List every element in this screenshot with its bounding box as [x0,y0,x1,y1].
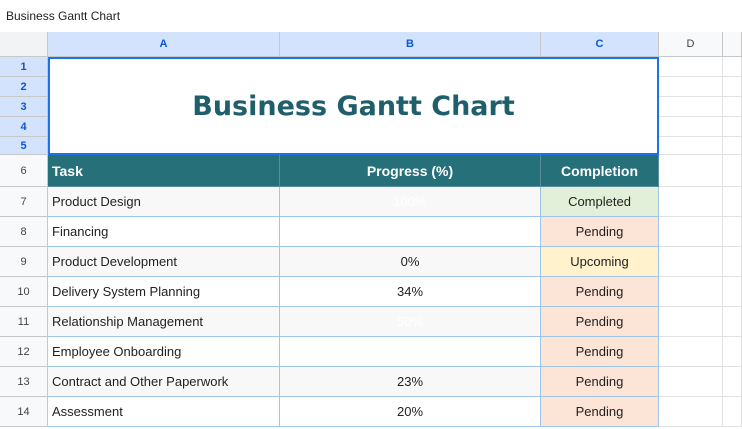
status-cell[interactable]: Upcoming [541,247,659,277]
status-cell[interactable]: Pending [541,337,659,367]
progress-cell[interactable]: 20% [280,397,541,427]
status-cell[interactable]: Pending [541,277,659,307]
task-cell[interactable]: Employee Onboarding [48,337,280,367]
cell[interactable] [659,367,723,397]
column-header[interactable]: C [541,32,659,57]
progress-cell[interactable]: 23% [280,367,541,397]
task-cell[interactable]: Contract and Other Paperwork [48,367,280,397]
cell[interactable] [723,57,742,77]
cell[interactable] [723,307,742,337]
cell[interactable] [723,155,742,187]
cell[interactable] [723,117,742,137]
table-header[interactable]: Task [48,155,280,187]
cell[interactable] [723,247,742,277]
progress-cell[interactable]: 34% [280,277,541,307]
status-cell[interactable]: Pending [541,307,659,337]
row-header[interactable]: 3 [0,97,48,117]
task-cell[interactable]: Financing [48,217,280,247]
progress-cell[interactable]: 100% [280,187,541,217]
cell[interactable] [723,397,742,427]
cell[interactable] [659,97,723,117]
progress-cell[interactable]: 0% [280,247,541,277]
status-cell[interactable]: Completed [541,187,659,217]
progress-cell[interactable] [280,337,541,367]
cell[interactable] [723,187,742,217]
task-cell[interactable]: Product Design [48,187,280,217]
cell[interactable] [659,307,723,337]
cell[interactable] [659,217,723,247]
cell[interactable] [659,247,723,277]
cell[interactable] [723,277,742,307]
row-header[interactable]: 8 [0,217,48,247]
task-cell[interactable]: Product Development [48,247,280,277]
row-header[interactable]: 11 [0,307,48,337]
cell[interactable] [723,217,742,247]
cell[interactable] [659,397,723,427]
cell[interactable] [659,277,723,307]
progress-cell[interactable] [280,217,541,247]
cell[interactable] [659,137,723,155]
cell[interactable] [659,57,723,77]
status-cell[interactable]: Pending [541,217,659,247]
task-cell[interactable]: Relationship Management [48,307,280,337]
cell[interactable] [659,155,723,187]
status-cell[interactable]: Pending [541,367,659,397]
cell[interactable] [723,337,742,367]
row-header[interactable]: 2 [0,77,48,97]
window-title: Business Gantt Chart [6,9,121,23]
row-header[interactable]: 12 [0,337,48,367]
row-header[interactable]: 5 [0,137,48,155]
row-header[interactable]: 10 [0,277,48,307]
sheet-title[interactable]: Business Gantt Chart [48,57,659,155]
cell[interactable] [659,187,723,217]
row-header[interactable]: 7 [0,187,48,217]
task-cell[interactable]: Assessment [48,397,280,427]
cell[interactable] [659,117,723,137]
row-header[interactable]: 14 [0,397,48,427]
column-header[interactable]: B [280,32,541,57]
cell[interactable] [723,367,742,397]
cell[interactable] [659,337,723,367]
table-header[interactable]: Completion [541,155,659,187]
cell[interactable] [723,97,742,117]
row-header[interactable]: 6 [0,155,48,187]
corner [0,32,48,57]
task-cell[interactable]: Delivery System Planning [48,277,280,307]
cell[interactable] [659,77,723,97]
table-header[interactable]: Progress (%) [280,155,541,187]
row-header[interactable]: 1 [0,57,48,77]
progress-cell[interactable]: 50% [280,307,541,337]
row-header[interactable]: 13 [0,367,48,397]
column-header[interactable] [723,32,742,57]
column-header[interactable]: D [659,32,723,57]
status-cell[interactable]: Pending [541,397,659,427]
row-header[interactable]: 4 [0,117,48,137]
cell[interactable] [723,137,742,155]
row-header[interactable]: 9 [0,247,48,277]
cell[interactable] [723,77,742,97]
column-header[interactable]: A [48,32,280,57]
